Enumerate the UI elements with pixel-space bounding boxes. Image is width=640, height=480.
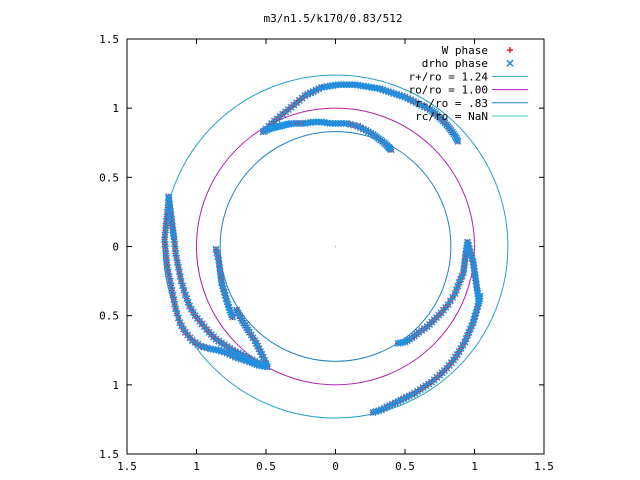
data-point bbox=[315, 118, 323, 126]
data-point bbox=[180, 286, 188, 294]
axis-ticks: 1.5 1 0.5 0 0.5 1 1.51.510.500.511.5 bbox=[99, 33, 554, 473]
x-tick-label: 0.5 bbox=[256, 460, 276, 473]
data-point bbox=[334, 81, 342, 89]
reference-circle bbox=[219, 131, 452, 362]
data-point bbox=[507, 47, 513, 53]
data-point bbox=[337, 119, 345, 127]
data-point bbox=[312, 118, 320, 126]
legend-label: ro/ro = 1.00 bbox=[409, 84, 488, 97]
data-point bbox=[444, 301, 452, 309]
data-point bbox=[287, 119, 295, 127]
data-points bbox=[160, 81, 484, 417]
data-point bbox=[345, 81, 353, 89]
data-point bbox=[348, 81, 356, 89]
data-point bbox=[329, 119, 337, 127]
data-point bbox=[476, 292, 484, 300]
y-tick-label: 0.5 bbox=[99, 310, 119, 323]
legend-label: drho phase bbox=[422, 57, 488, 70]
legend-label: W phase bbox=[442, 44, 488, 57]
data-point bbox=[285, 120, 293, 128]
data-point bbox=[337, 81, 345, 89]
y-tick-label: 1 bbox=[112, 379, 119, 392]
y-tick-label: 0 bbox=[112, 241, 119, 254]
data-point bbox=[387, 146, 395, 154]
reference-circle bbox=[196, 107, 475, 386]
legend-label: r-/ro = .83 bbox=[415, 97, 488, 110]
x-tick-label: 1.5 bbox=[117, 460, 137, 473]
data-point bbox=[476, 295, 484, 303]
data-point bbox=[177, 277, 185, 285]
chart-title: m3/n1.5/k170/0.83/512 bbox=[263, 12, 402, 25]
data-point bbox=[446, 297, 454, 305]
data-point bbox=[309, 118, 317, 126]
data-point bbox=[173, 309, 181, 317]
x-tick-label: 1 bbox=[471, 460, 478, 473]
data-point bbox=[326, 119, 334, 127]
data-point bbox=[172, 305, 180, 313]
y-tick-label: 1.5 bbox=[99, 33, 119, 46]
center-point bbox=[334, 245, 337, 248]
x-tick-label: 0.5 bbox=[395, 460, 415, 473]
data-point bbox=[340, 81, 348, 89]
x-tick-label: 1 bbox=[193, 460, 200, 473]
data-point bbox=[343, 81, 351, 89]
data-point bbox=[334, 119, 342, 127]
x-tick-label: 0 bbox=[332, 460, 339, 473]
data-point bbox=[454, 137, 462, 145]
data-point bbox=[340, 119, 348, 127]
legend-label: rc/ro = NaN bbox=[415, 110, 488, 123]
y-tick-label: 1 bbox=[112, 102, 119, 115]
x-tick-label: 1.5 bbox=[534, 460, 554, 473]
series-x bbox=[160, 81, 484, 417]
data-point bbox=[174, 314, 182, 322]
legend-label: r+/ro = 1.24 bbox=[409, 70, 489, 83]
data-point bbox=[399, 338, 407, 346]
y-tick-label: 0.5 bbox=[99, 171, 119, 184]
data-point bbox=[179, 282, 187, 290]
data-point bbox=[506, 59, 514, 67]
data-point bbox=[331, 119, 340, 127]
y-tick-label: 1.5 bbox=[99, 448, 119, 461]
series-+ bbox=[161, 81, 484, 416]
data-point bbox=[449, 293, 457, 301]
data-point bbox=[229, 313, 237, 321]
